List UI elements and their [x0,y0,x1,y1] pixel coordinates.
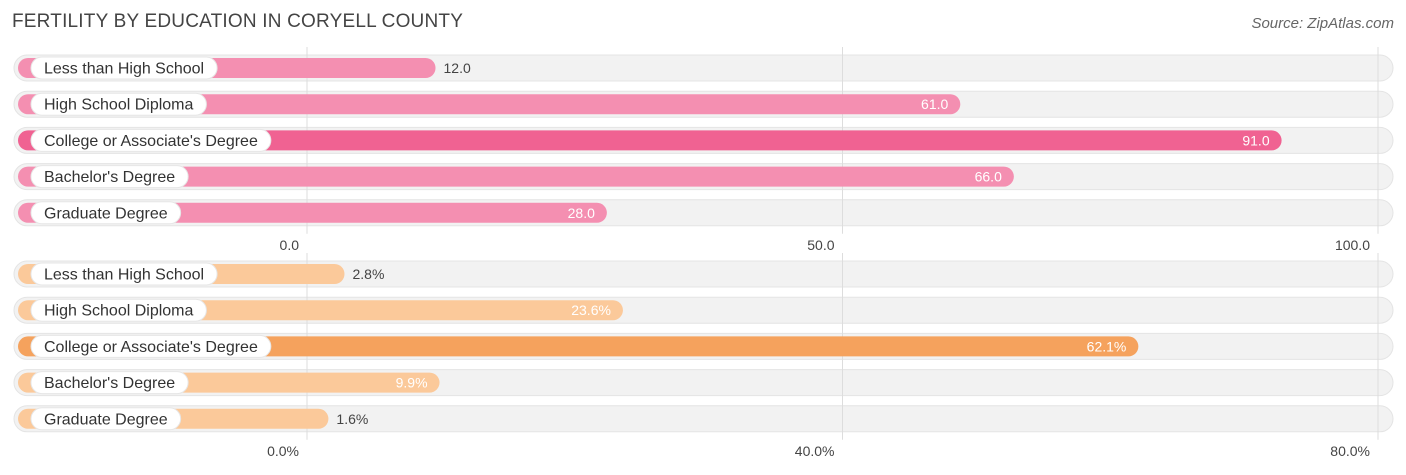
bar [18,94,961,115]
category-label: Less than High School [44,61,204,78]
value-label: 62.1% [1087,338,1127,354]
category-label: High School Diploma [44,303,194,320]
category-pill [30,201,182,225]
category-pill [30,128,272,152]
category-label: College or Associate's Degree [44,133,258,150]
value-label: 9.9% [396,375,428,391]
value-label: 1.6% [336,411,368,427]
category-label: Less than High School [44,267,204,284]
chart-title: FERTILITY BY EDUCATION IN CORYELL COUNTY [12,11,464,32]
tick-label: 0.0% [267,443,299,459]
tick-label: 0.0 [280,237,300,253]
value-label: 2.8% [352,266,384,282]
value-label: 66.0 [975,169,1002,185]
value-label: 23.6% [571,302,611,318]
category-label: High School Diploma [44,97,194,114]
category-label: College or Associate's Degree [44,339,258,356]
bar [18,166,1014,187]
tick-label: 100.0 [1335,237,1370,253]
value-label: 12.0 [444,60,471,76]
source-label: Source: ZipAtlas.com [1251,15,1394,32]
category-label: Graduate Degree [44,411,168,428]
category-label: Graduate Degree [44,205,168,222]
category-label: Bachelor's Degree [44,169,175,186]
bar [18,130,1282,151]
category-pill [30,334,272,358]
value-label: 91.0 [1242,132,1269,148]
category-pill [30,371,189,395]
chart-panel-1: Less than High School 12.0 High School Dip… [13,47,1394,253]
bar [18,336,1139,357]
category-pill [30,165,189,189]
category-pill [30,56,218,80]
category-pill [30,262,218,286]
chart-panel-2: Less than High School 2.8% High School Dip… [13,253,1394,459]
row-background [13,405,1394,433]
tick-label: 50.0 [807,237,834,253]
tick-label: 40.0% [795,443,835,459]
category-label: Bachelor's Degree [44,375,175,392]
value-label: 28.0 [568,205,595,221]
row-background [13,260,1394,288]
category-pill [30,407,182,431]
value-label: 61.0 [921,96,948,112]
tick-label: 80.0% [1330,443,1370,459]
category-pill [30,298,207,322]
category-pill [30,92,207,116]
